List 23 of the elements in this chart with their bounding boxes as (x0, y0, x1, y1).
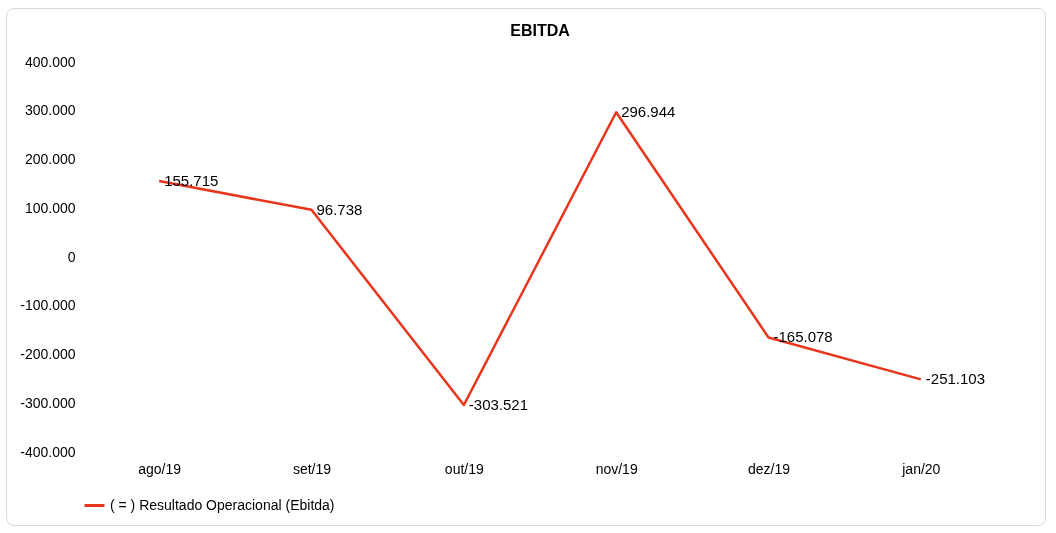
x-tick-label: jan/20 (901, 460, 941, 477)
x-tick-label: dez/19 (747, 460, 791, 477)
y-tick-label: -300.000 (20, 394, 76, 411)
data-label: 296.944 (621, 103, 676, 121)
x-tick-label: set/19 (292, 460, 332, 477)
data-label: 155.715 (164, 172, 219, 190)
y-tick-label: -400.000 (20, 443, 76, 460)
data-label: -251.103 (925, 370, 986, 388)
x-tick-label: nov/19 (595, 460, 638, 477)
y-tick-label: 400.000 (24, 53, 76, 70)
data-label: -165.078 (773, 328, 833, 346)
y-tick-label: 300.000 (24, 102, 76, 119)
y-tick-label: 200.000 (24, 151, 76, 167)
y-tick-label: -100.000 (20, 297, 76, 314)
y-tick-label: 100.000 (24, 199, 76, 216)
y-tick-label: -200.000 (20, 346, 76, 362)
x-tick-label: ago/19 (138, 460, 182, 477)
y-tick-label: 0 (67, 248, 76, 265)
data-label: 96.738 (316, 200, 363, 218)
chart-title: EBITDA (510, 22, 571, 39)
data-label: -303.521 (468, 395, 529, 413)
x-tick-label: out/19 (444, 460, 484, 477)
legend-label: ( = ) Resultado Operacional (Ebitda) (110, 496, 335, 513)
